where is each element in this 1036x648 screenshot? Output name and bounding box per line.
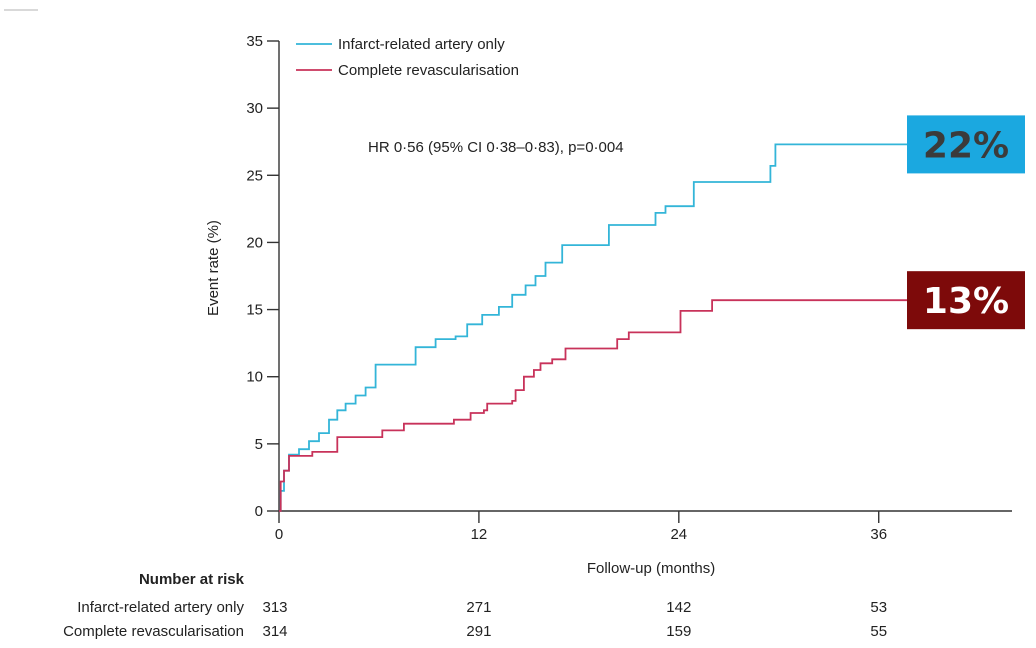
badge-label: 22% bbox=[923, 125, 1009, 166]
risk-table-row-label: Complete revascularisation bbox=[63, 623, 244, 640]
y-tick-label: 10 bbox=[246, 369, 263, 386]
axes: 0 5 10 15 20 25 30 35 0 12 24 36 bbox=[246, 33, 1012, 543]
risk-table-value: 271 bbox=[466, 599, 491, 616]
x-tick-label: 0 bbox=[275, 526, 283, 543]
risk-table: Number at risk Infarct-related artery onl… bbox=[63, 571, 887, 640]
x-tick-label: 36 bbox=[870, 526, 887, 543]
x-axis-label: Follow-up (months) bbox=[587, 560, 715, 577]
y-tick-label: 35 bbox=[246, 33, 263, 50]
series-line-infarct-related-artery-only bbox=[279, 143, 1012, 512]
risk-table-title: Number at risk bbox=[139, 571, 245, 588]
series-line-complete-revascularisation bbox=[279, 299, 1012, 512]
legend-label: Infarct-related artery only bbox=[338, 36, 505, 53]
badge-box bbox=[907, 271, 1025, 330]
x-tick-label: 12 bbox=[471, 526, 488, 543]
legend-label: Complete revascularisation bbox=[338, 62, 519, 79]
x-tick-label: 24 bbox=[670, 526, 687, 543]
percentage-badges: 22% 13% bbox=[907, 115, 1025, 330]
y-tick-label: 30 bbox=[246, 100, 263, 117]
series-layer bbox=[279, 143, 1012, 512]
badge-box bbox=[907, 115, 1025, 174]
risk-table-value: 313 bbox=[262, 599, 287, 616]
risk-table-value: 159 bbox=[666, 623, 691, 640]
legend: Infarct-related artery only Complete reva… bbox=[296, 36, 519, 79]
badge-label: 13% bbox=[923, 281, 1009, 322]
risk-table-value: 314 bbox=[262, 623, 287, 640]
y-tick-label: 15 bbox=[246, 302, 263, 319]
risk-table-value: 53 bbox=[870, 599, 887, 616]
y-tick-label: 20 bbox=[246, 234, 263, 251]
y-tick-label: 5 bbox=[255, 436, 263, 453]
risk-table-value: 142 bbox=[666, 599, 691, 616]
y-axis-label: Event rate (%) bbox=[205, 220, 222, 316]
risk-table-row-label: Infarct-related artery only bbox=[77, 599, 244, 616]
risk-table-value: 55 bbox=[870, 623, 887, 640]
y-tick-label: 25 bbox=[246, 167, 263, 184]
hazard-ratio-annotation: HR 0·56 (95% CI 0·38–0·83), p=0·004 bbox=[368, 139, 624, 156]
y-tick-label: 0 bbox=[255, 503, 263, 520]
risk-table-value: 291 bbox=[466, 623, 491, 640]
